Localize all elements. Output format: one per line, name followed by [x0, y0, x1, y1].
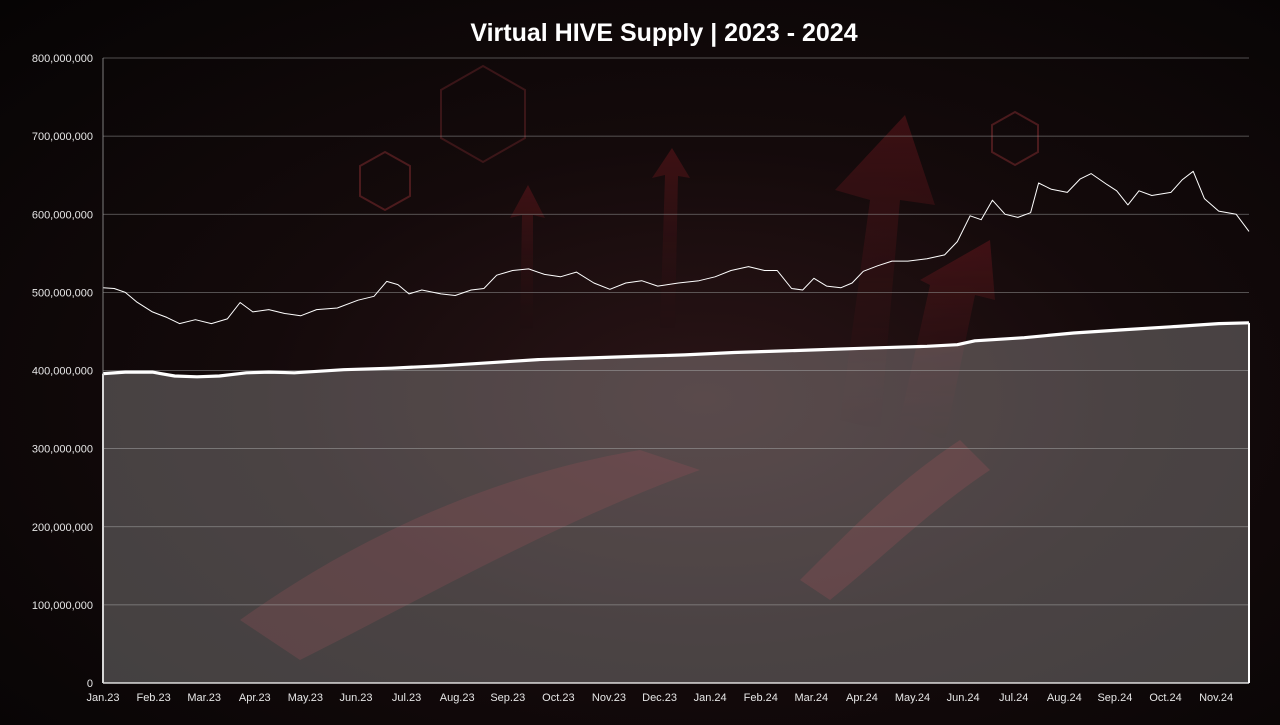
x-tick-label: Apr.23 — [239, 692, 271, 704]
x-tick-label: Oct.23 — [542, 692, 574, 704]
x-tick-label: Feb.23 — [136, 692, 170, 704]
x-tick-label: Nov.23 — [592, 692, 626, 704]
series-area-line — [102, 321, 1250, 379]
chart-title: Virtual HIVE Supply | 2023 - 2024 — [470, 19, 857, 47]
plot-area — [102, 170, 1250, 683]
y-tick-label: 300,000,000 — [32, 444, 93, 456]
x-axis: Jan.23 Feb.23 Mar.23 Apr.23 May.23 Jun.23 Jul.… — [86, 58, 1249, 704]
x-tick-label: Apr.24 — [846, 692, 878, 704]
y-tick-label: 500,000,000 — [32, 287, 93, 299]
x-tick-label: Jun.24 — [947, 692, 980, 704]
x-tick-label: May.23 — [288, 692, 323, 704]
y-axis: 0 100,000,000 200,000,000 300,000,000 400,00… — [32, 53, 93, 690]
y-tick-label: 200,000,000 — [32, 522, 93, 534]
x-tick-label: Nov.24 — [1199, 692, 1233, 704]
x-tick-label: Sep.24 — [1097, 692, 1132, 704]
decor-arrow — [510, 185, 545, 330]
x-tick-label: Dec.23 — [642, 692, 677, 704]
y-tick-label: 0 — [87, 678, 93, 690]
x-tick-label: Jun.23 — [339, 692, 372, 704]
x-tick-label: Sep.23 — [490, 692, 525, 704]
x-tick-label: Aug.23 — [440, 692, 475, 704]
decor-ribbon — [240, 450, 700, 660]
decor-arrow — [900, 240, 995, 440]
y-tick-label: 100,000,000 — [32, 600, 93, 612]
x-tick-label: Mar.23 — [187, 692, 221, 704]
x-tick-label: Mar.24 — [795, 692, 829, 704]
x-tick-label: Jan.23 — [86, 692, 119, 704]
y-tick-label: 800,000,000 — [32, 53, 93, 65]
decor-hexagon — [359, 150, 411, 212]
x-tick-label: Feb.24 — [744, 692, 778, 704]
x-tick-label: Jul.24 — [999, 692, 1028, 704]
decor-ribbon — [800, 440, 990, 600]
x-tick-label: May.24 — [895, 692, 930, 704]
y-tick-label: 700,000,000 — [32, 131, 93, 143]
series-line — [102, 170, 1250, 325]
decor-hexagon — [991, 110, 1039, 167]
decor-arrow — [652, 148, 690, 330]
x-tick-label: Jul.23 — [392, 692, 421, 704]
decor-arrow — [835, 115, 935, 430]
decor-hexagon — [440, 64, 526, 164]
y-tick-label: 400,000,000 — [32, 366, 93, 378]
background-decor — [240, 64, 1039, 660]
x-tick-label: Oct.24 — [1149, 692, 1181, 704]
y-tick-label: 600,000,000 — [32, 209, 93, 221]
series-area-fill — [103, 322, 1249, 683]
x-tick-label: Jan.24 — [694, 692, 727, 704]
x-tick-label: Aug.24 — [1047, 692, 1082, 704]
grid — [103, 57, 1249, 606]
